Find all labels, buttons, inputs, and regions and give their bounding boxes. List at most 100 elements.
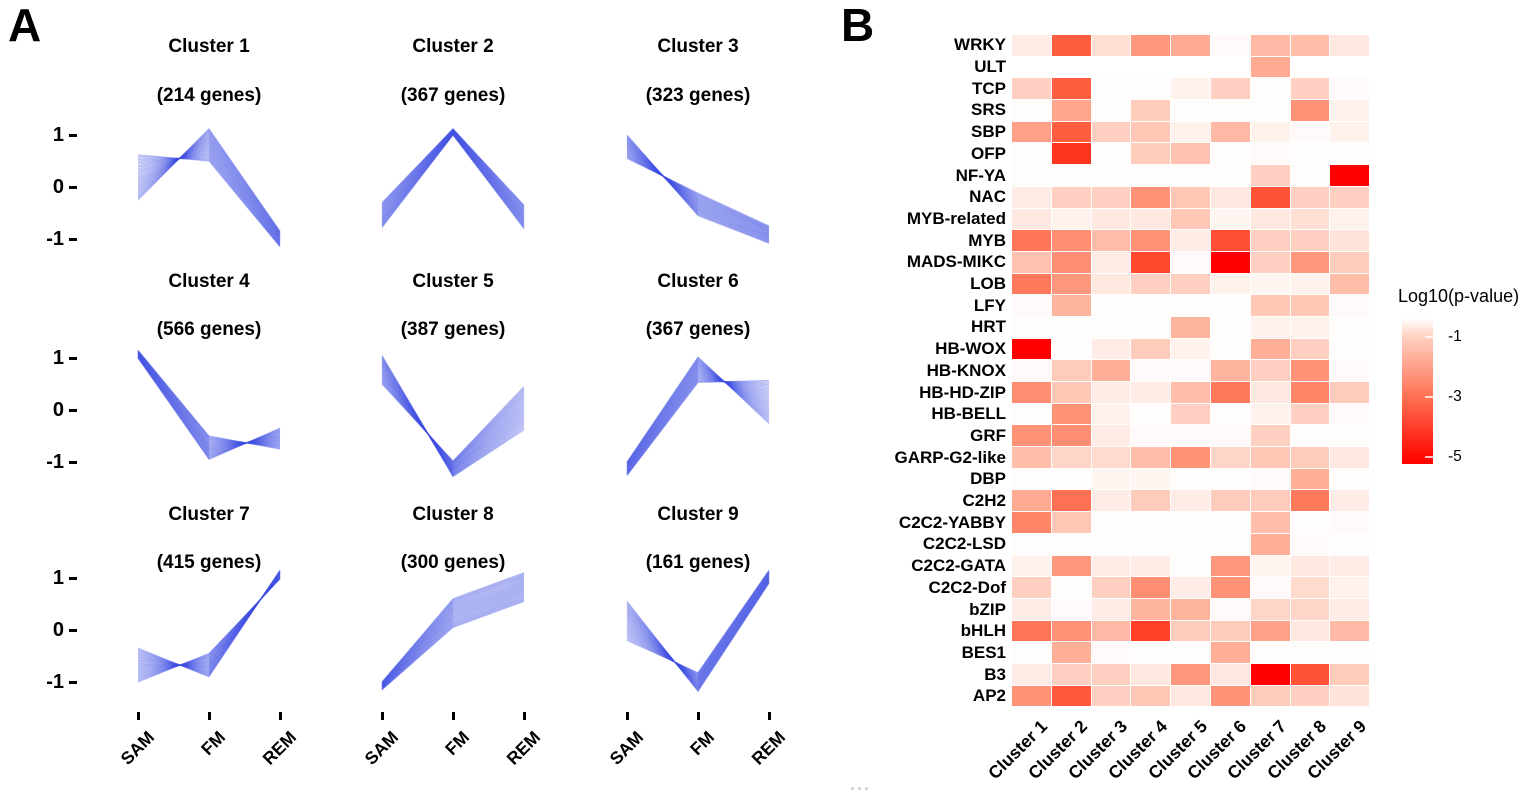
heatmap-cell	[1250, 555, 1290, 577]
profile-line	[626, 142, 770, 238]
heatmap-cell	[1091, 56, 1131, 78]
profile-line	[626, 375, 770, 473]
heatmap-cell	[1091, 533, 1131, 555]
heatmap-cell	[1290, 208, 1330, 230]
profile-line	[626, 364, 770, 467]
profile-line	[381, 597, 525, 690]
heatmap-row-label: TCP	[972, 78, 1006, 98]
heatmap-cell	[1210, 512, 1250, 533]
profile-line	[626, 152, 770, 231]
profile-line	[137, 129, 281, 233]
heatmap-cell	[1210, 35, 1250, 56]
heatmap-cell	[1051, 663, 1091, 685]
profile-line	[137, 156, 281, 245]
legend-tick-label: -5	[1448, 448, 1462, 465]
profile-line	[137, 353, 281, 448]
heatmap-cell	[1171, 425, 1210, 447]
heatmap-cell	[1131, 555, 1171, 577]
profile-line	[381, 582, 525, 686]
profile-line	[381, 584, 525, 686]
profile-line	[381, 133, 525, 227]
profile-line	[137, 577, 281, 677]
profile-line	[137, 354, 281, 450]
profile-line	[626, 356, 770, 463]
heatmap-cell	[1051, 165, 1091, 186]
profile-line	[137, 578, 281, 682]
profile-line	[381, 367, 525, 471]
heatmap-cell	[1330, 208, 1370, 230]
profile-line	[626, 573, 770, 679]
profile-line	[381, 580, 525, 685]
y-tick-label: 1	[52, 567, 64, 589]
profile-line	[137, 354, 281, 452]
legend-tick-label: -3	[1448, 388, 1462, 405]
profile-line	[381, 583, 525, 686]
heatmap-cell	[1330, 620, 1370, 642]
line-bundle-svg	[381, 127, 525, 229]
profile-line	[626, 575, 770, 682]
heatmap-cell	[1051, 100, 1091, 121]
profile-line	[381, 132, 525, 225]
heatmap-cell	[1210, 338, 1250, 360]
heatmap-cell	[1051, 230, 1091, 251]
heatmap-cell	[1210, 447, 1250, 468]
profile-line	[626, 137, 770, 242]
heatmap-cell	[1250, 230, 1290, 251]
heatmap	[1012, 35, 1370, 707]
profile-line	[137, 572, 281, 670]
heatmap-cell	[1131, 685, 1171, 707]
heatmap-cell	[1091, 468, 1131, 490]
heatmap-cell	[1210, 143, 1250, 165]
y-tick-label: 0	[52, 399, 64, 421]
heatmap-cell	[1210, 533, 1250, 555]
heatmap-cell	[1290, 56, 1330, 78]
profile-line	[626, 573, 770, 680]
profile-line	[137, 577, 281, 678]
heatmap-cell	[1131, 425, 1171, 447]
heatmap-cell	[1210, 165, 1250, 186]
profile-line	[381, 130, 525, 214]
profile-line	[137, 154, 281, 248]
profile-line	[137, 145, 281, 241]
profile-line	[137, 357, 281, 460]
heatmap-cell	[1250, 35, 1290, 56]
heatmap-cell	[1250, 251, 1290, 273]
heatmap-cell	[1012, 273, 1051, 295]
heatmap-cell	[1250, 208, 1290, 230]
heatmap-row-label: BES1	[961, 642, 1006, 662]
heatmap-cell	[1210, 316, 1250, 338]
profile-line	[626, 570, 770, 675]
profile-line	[626, 572, 770, 678]
heatmap-cell	[1210, 56, 1250, 78]
y-tick-mark	[69, 460, 77, 464]
heatmap-row-label: HB-HD-ZIP	[919, 382, 1006, 402]
heatmap-cell	[1171, 360, 1210, 381]
heatmap-cell	[1250, 533, 1290, 555]
profile-line	[137, 353, 281, 447]
heatmap-cell	[1131, 56, 1171, 78]
heatmap-cell	[1290, 598, 1330, 620]
heatmap-cell	[1290, 100, 1330, 121]
profile-line	[626, 145, 770, 237]
heatmap-cell	[1171, 165, 1210, 186]
heatmap-row-label: ULT	[974, 57, 1006, 77]
profile-line	[626, 147, 770, 235]
heatmap-cell	[1171, 186, 1210, 208]
heatmap-cell	[1250, 642, 1290, 663]
heatmap-cell	[1012, 642, 1051, 663]
heatmap-cell	[1171, 100, 1210, 121]
heatmap-cell	[1290, 620, 1330, 642]
heatmap-row-label: C2H2	[962, 491, 1006, 511]
heatmap-cell	[1290, 295, 1330, 316]
heatmap-cell	[1171, 533, 1210, 555]
heatmap-cell	[1210, 295, 1250, 316]
profile-line	[381, 578, 525, 684]
subplot-genes-count: (161 genes)	[645, 552, 751, 573]
heatmap-cell	[1330, 338, 1370, 360]
heatmap-cell	[1091, 273, 1131, 295]
heatmap-cell	[1131, 78, 1171, 100]
heatmap-cell	[1250, 403, 1290, 425]
heatmap-row-label: HB-KNOX	[926, 360, 1006, 380]
profile-line	[137, 569, 281, 678]
profile-line	[626, 574, 770, 681]
